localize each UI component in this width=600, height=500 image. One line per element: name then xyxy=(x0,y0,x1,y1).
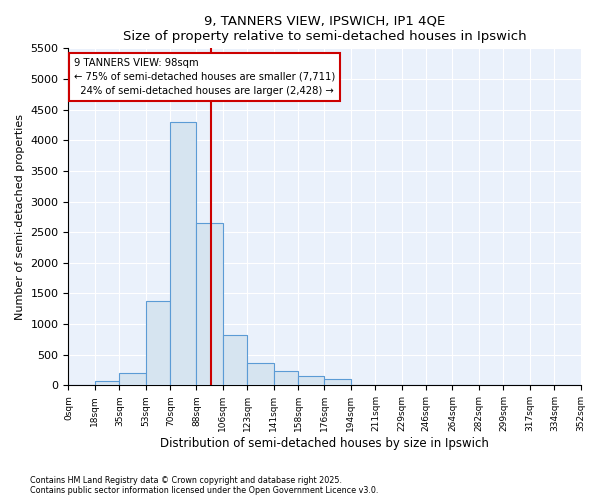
X-axis label: Distribution of semi-detached houses by size in Ipswich: Distribution of semi-detached houses by … xyxy=(160,437,489,450)
Title: 9, TANNERS VIEW, IPSWICH, IP1 4QE
Size of property relative to semi-detached hou: 9, TANNERS VIEW, IPSWICH, IP1 4QE Size o… xyxy=(122,15,526,43)
Bar xyxy=(350,384,376,386)
Bar xyxy=(274,372,298,386)
Bar xyxy=(119,373,146,386)
Bar xyxy=(298,376,325,386)
Bar xyxy=(170,122,196,386)
Y-axis label: Number of semi-detached properties: Number of semi-detached properties xyxy=(15,114,25,320)
Bar xyxy=(247,364,274,386)
Text: 9 TANNERS VIEW: 98sqm
← 75% of semi-detached houses are smaller (7,711)
  24% of: 9 TANNERS VIEW: 98sqm ← 75% of semi-deta… xyxy=(74,58,335,96)
Bar xyxy=(146,301,170,386)
Bar xyxy=(68,384,95,386)
Bar xyxy=(196,223,223,386)
Bar xyxy=(325,379,350,386)
Bar xyxy=(95,381,119,386)
Text: Contains HM Land Registry data © Crown copyright and database right 2025.
Contai: Contains HM Land Registry data © Crown c… xyxy=(30,476,379,495)
Bar xyxy=(223,335,247,386)
